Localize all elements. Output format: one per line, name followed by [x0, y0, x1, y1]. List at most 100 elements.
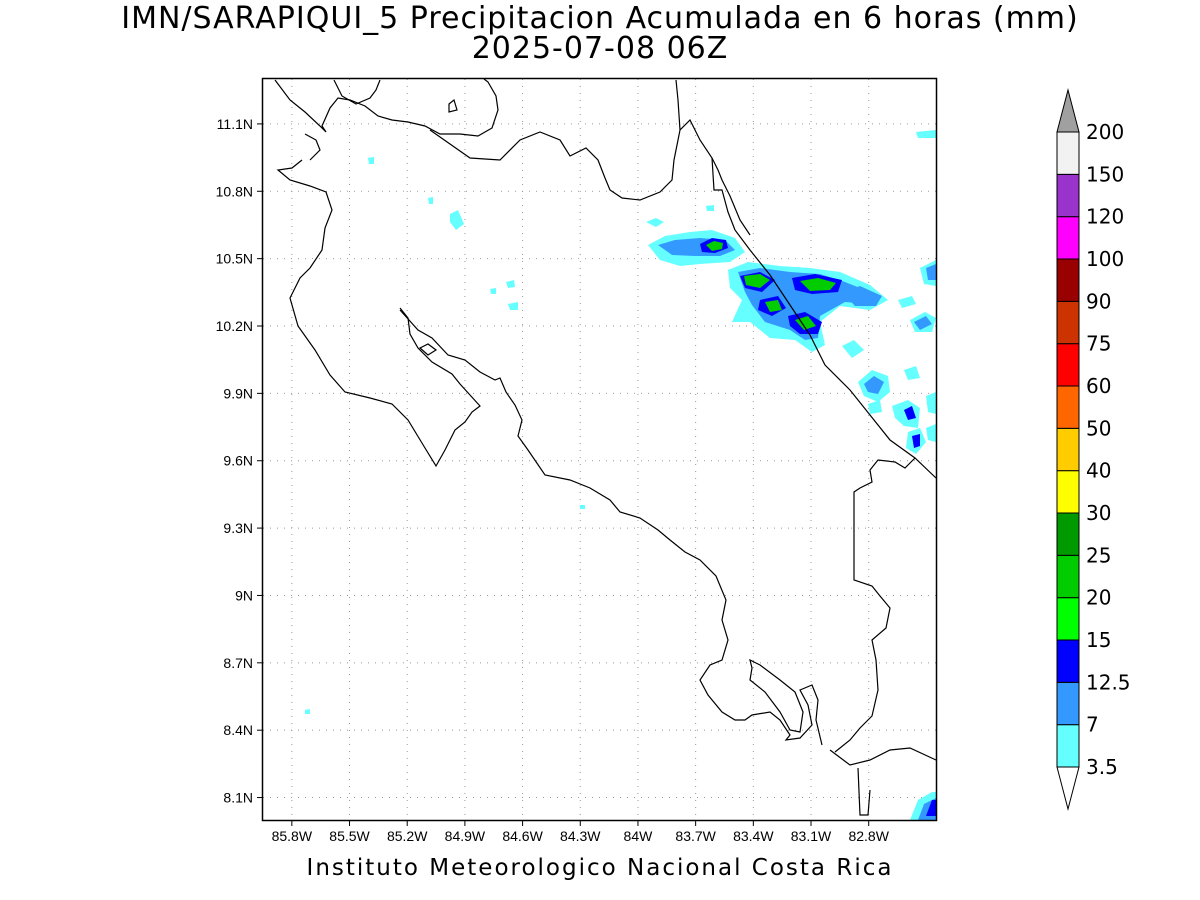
coastline [276, 159, 481, 468]
x-axis-ticks: 85.8W 85.5W 85.2W 84.9W 84.6W 84.3W 84W 83.7W 83… [272, 820, 890, 844]
precip-area-cyan [904, 366, 920, 380]
coastline [399, 309, 823, 746]
colorbar-swatch [1056, 131, 1080, 175]
colorbar-label: 3.5 [1086, 755, 1118, 779]
colorbar-swatch [1056, 639, 1080, 683]
precip-area-green [744, 274, 770, 288]
colorbar-swatch [1056, 300, 1080, 345]
y-tick-label: 9.9N [223, 385, 253, 401]
precip-area-blue [926, 800, 936, 816]
coastline [857, 767, 871, 816]
colorbar-swatch [1056, 554, 1080, 599]
colorbar-swatch [1056, 512, 1080, 556]
x-tick-label: 85.5W [329, 828, 370, 844]
coastline-island [418, 343, 438, 356]
colorbar-label: 40 [1086, 459, 1111, 483]
colorbar-swatch [1056, 343, 1080, 387]
colorbar-label: 200 [1086, 120, 1124, 144]
precip-area-lightblue [738, 268, 880, 340]
colorbar-swatch [1056, 681, 1080, 726]
precipitation-fields [305, 130, 936, 820]
coastline [429, 118, 751, 236]
y-tick-label: 8.7N [223, 655, 253, 671]
precip-area-cyan [428, 197, 433, 204]
y-tick-label: 8.4N [223, 722, 253, 738]
colorbar-label: 60 [1086, 374, 1111, 398]
coastline [734, 229, 937, 479]
y-tick-label: 8.1N [223, 790, 253, 806]
precip-area-cyan [916, 130, 936, 138]
precip-area-lightblue [842, 286, 882, 306]
colorbar-label: 20 [1086, 586, 1111, 610]
y-tick-label: 10.8N [216, 183, 253, 199]
colorbar-label: 150 [1086, 162, 1124, 186]
colorbar-label: 100 [1086, 247, 1124, 271]
y-tick-label: 10.2N [216, 318, 253, 334]
precip-area-cyan [898, 296, 916, 308]
precip-area-cyan [926, 424, 936, 442]
colorbar-swatch [1056, 385, 1080, 429]
colorbar-swatch [1056, 724, 1080, 768]
y-tick-label: 10.5N [216, 251, 253, 267]
precip-area-lightblue [864, 376, 884, 394]
coastline [829, 747, 937, 766]
precip-area-cyan [842, 340, 864, 358]
y-axis-ticks: 11.1N 10.8N 10.5N 10.2N 9.9N 9.6N 9.3N 9N 8.7N 8.… [216, 116, 263, 806]
chart-subtitle-datetime: 2025-07-08 06Z [471, 31, 729, 66]
colorbar-swatch [1056, 258, 1080, 302]
colorbar-label: 12.5 [1086, 670, 1131, 694]
precip-area-cyan [506, 280, 515, 288]
x-tick-label: 82.8W [848, 828, 889, 844]
colorbar-swatch [1056, 427, 1080, 472]
y-tick-label: 9N [235, 587, 253, 603]
precip-area-cyan [706, 205, 714, 211]
x-tick-label: 84W [624, 828, 654, 844]
coastline [274, 78, 499, 137]
coastline [711, 157, 736, 231]
precip-area-green [800, 278, 836, 291]
coastline [675, 79, 681, 131]
x-tick-label: 84.9W [445, 828, 486, 844]
map-grid [263, 79, 936, 820]
precip-area-cyan [368, 157, 374, 164]
map-frame [261, 77, 938, 822]
precip-area-lightblue [926, 264, 936, 280]
precip-area-blue [912, 434, 920, 448]
x-tick-label: 84.6W [502, 828, 543, 844]
precip-area-green [706, 241, 723, 251]
colorbar-upper-arrow [1056, 88, 1080, 133]
colorbar-swatch [1056, 470, 1080, 514]
y-tick-label: 9.6N [223, 453, 253, 469]
y-tick-label: 11.1N [217, 116, 253, 132]
precip-area-cyan [450, 210, 464, 230]
colorbar-label: 90 [1086, 289, 1111, 313]
x-tick-label: 83.7W [675, 828, 716, 844]
x-tick-label: 85.2W [387, 828, 428, 844]
y-tick-label: 9.3N [223, 520, 253, 536]
x-tick-label: 83.1W [791, 828, 832, 844]
colorbar-label: 75 [1086, 332, 1111, 356]
coastline [749, 658, 804, 733]
coastline [834, 457, 916, 753]
colorbar-label: 15 [1086, 628, 1111, 652]
colorbar-label: 120 [1086, 205, 1124, 229]
coastline-island [448, 98, 458, 113]
x-tick-label: 85.8W [272, 828, 313, 844]
precip-area-cyan [508, 302, 518, 310]
colorbar-label: 7 [1086, 713, 1099, 737]
coastline [333, 79, 381, 105]
precip-area-cyan [305, 709, 310, 714]
precip-area-cyan [868, 400, 882, 414]
coastline [304, 133, 321, 161]
colorbar-label: 30 [1086, 501, 1111, 525]
precip-area-cyan [580, 505, 585, 509]
colorbar-lower-arrow [1056, 766, 1080, 811]
colorbar-legend: 3.5 7 12.5 15 20 25 30 40 50 60 75 90 100 120 150 200 [1056, 88, 1131, 811]
precip-area-cyan [646, 218, 664, 227]
colorbar-label: 50 [1086, 416, 1111, 440]
chart-title: IMN/SARAPIQUI_5 Precipitacion Acumulada … [121, 1, 1079, 36]
precip-area-cyan [490, 288, 496, 294]
precip-area-lightblue [914, 316, 932, 330]
coastline-boundaries [274, 78, 937, 816]
